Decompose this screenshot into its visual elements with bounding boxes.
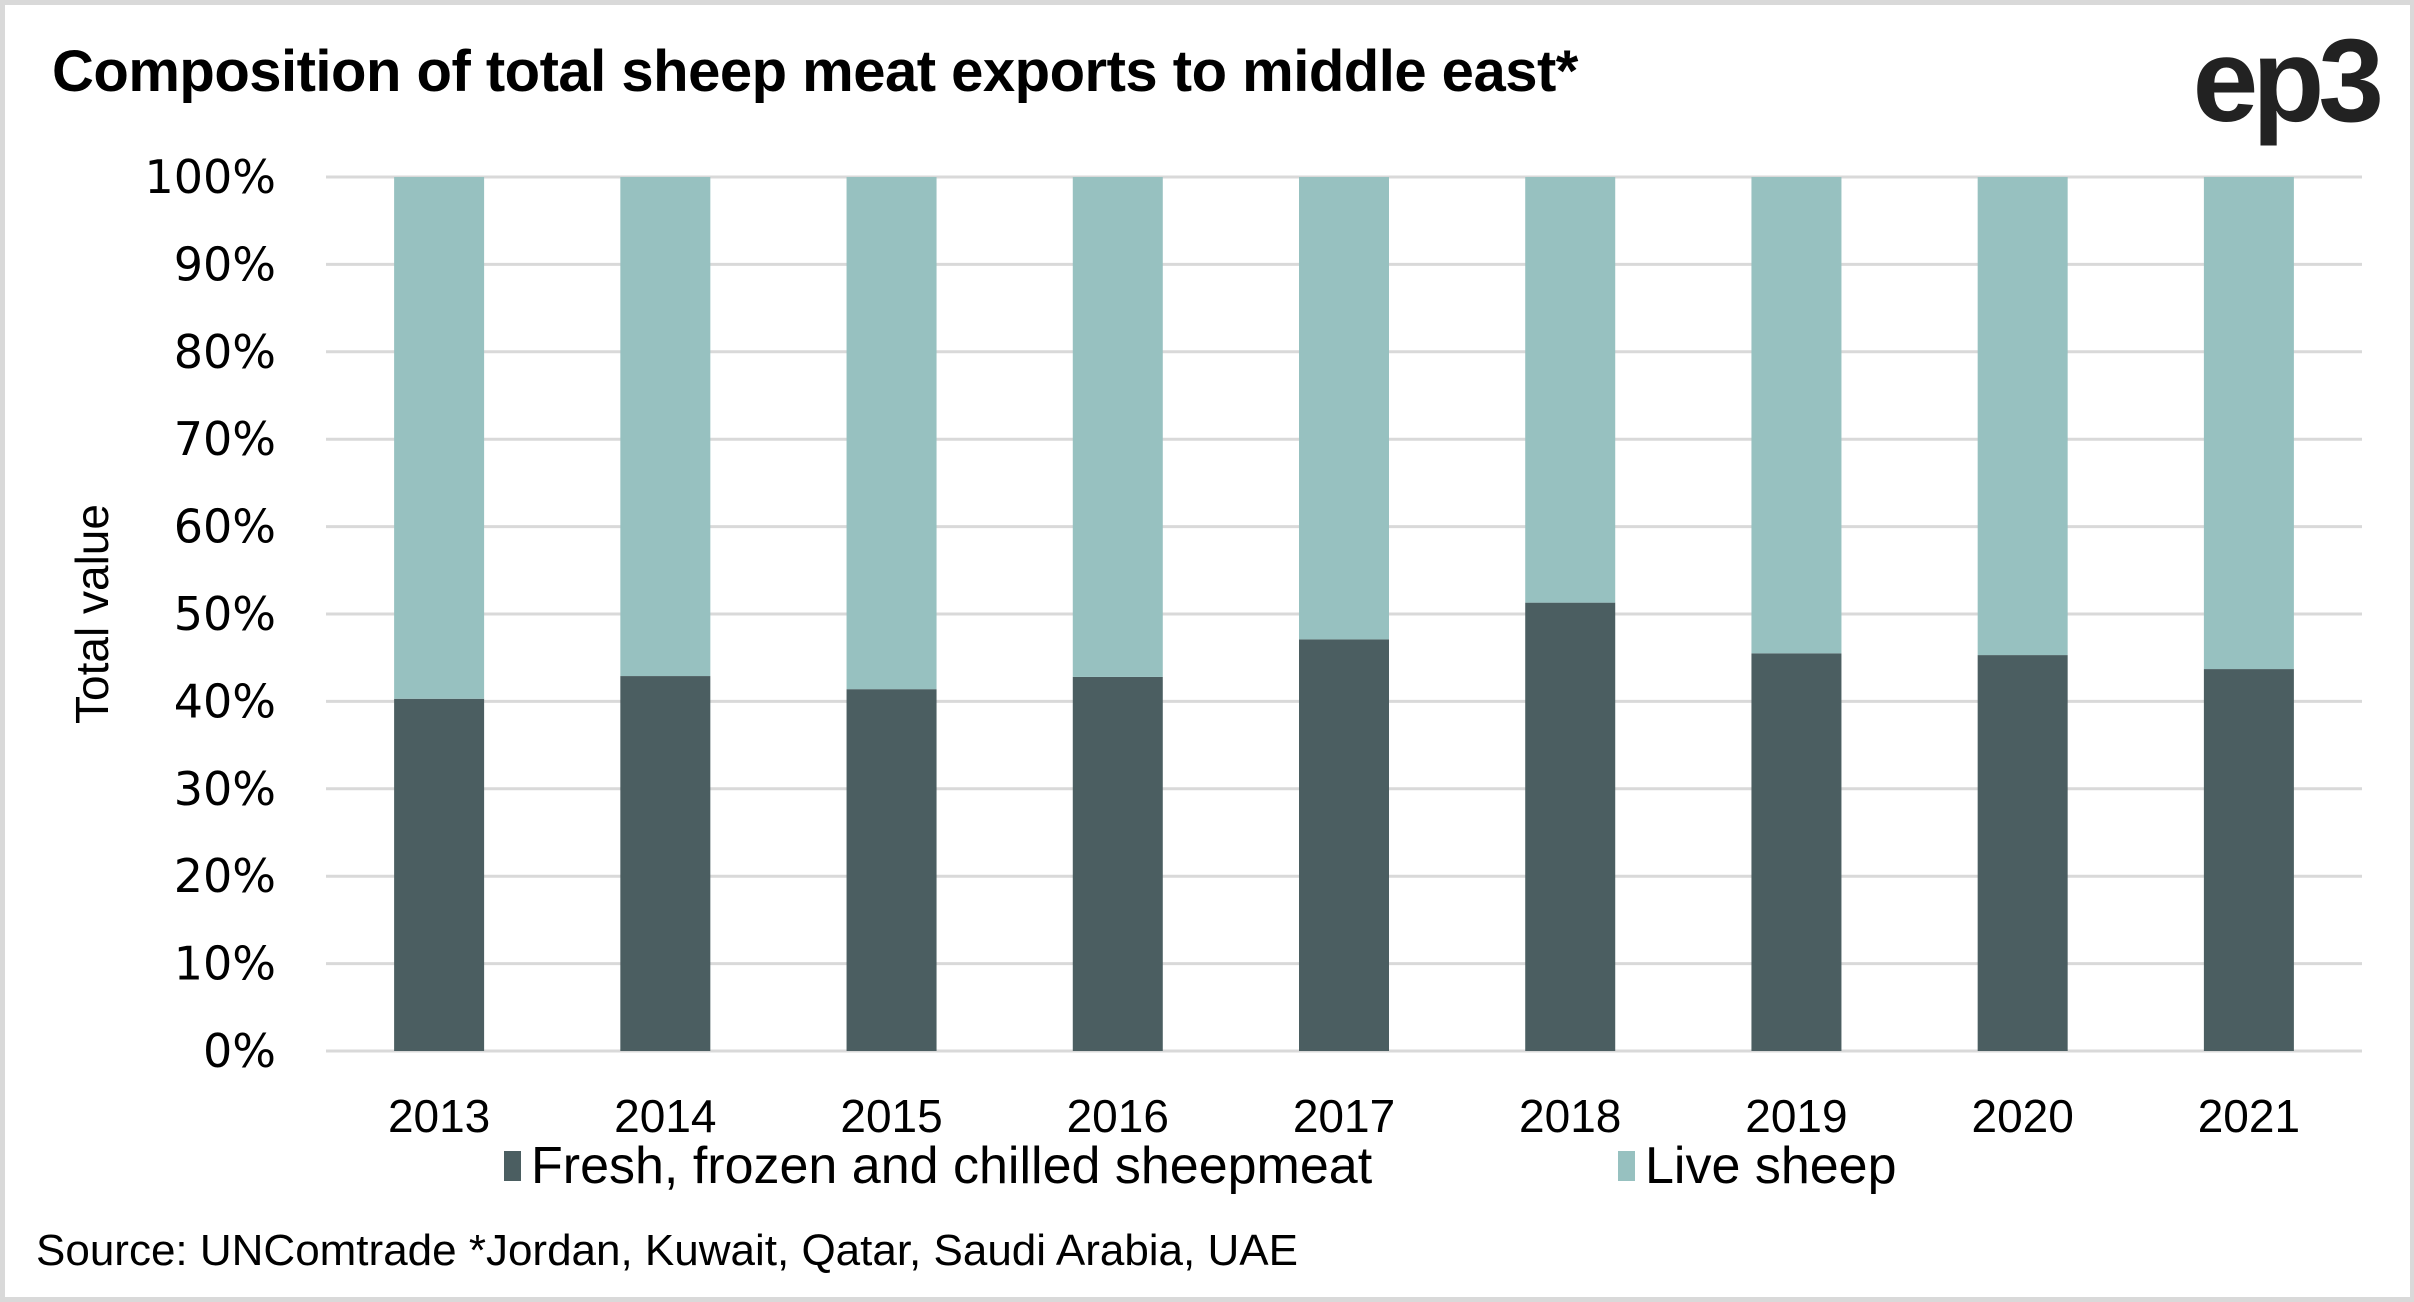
bar-live-sheep-2019	[1751, 177, 1842, 654]
bar-sheepmeat-2021	[2203, 669, 2294, 1051]
y-tick-label: 20%	[174, 849, 276, 903]
bar-sheepmeat-2016	[1072, 676, 1163, 1051]
chart-title: Composition of total sheep meat exports …	[52, 39, 1578, 104]
bar-live-sheep-2016	[1072, 177, 1163, 677]
source-note: Source: UNComtrade *Jordan, Kuwait, Qata…	[36, 1226, 1298, 1275]
y-tick-label: 90%	[174, 237, 276, 291]
y-tick-label: 10%	[174, 937, 276, 991]
y-axis-label: Total value	[66, 504, 118, 724]
bar-live-sheep-2013	[394, 177, 485, 699]
y-tick-label: 40%	[174, 674, 276, 728]
y-tick-label: 50%	[174, 587, 276, 641]
bar-live-sheep-2017	[1299, 177, 1389, 640]
y-tick-label: 70%	[174, 412, 276, 466]
y-tick-label: 80%	[174, 325, 276, 379]
x-tick-label-2015: 2015	[840, 1090, 942, 1142]
legend-item-sheepmeat: Fresh, frozen and chilled sheepmeat	[504, 1136, 1372, 1196]
bar-live-sheep-2018	[1525, 177, 1616, 603]
x-tick-label-2020: 2020	[1971, 1090, 2073, 1142]
legend-item-live-sheep: Live sheep	[1618, 1136, 1897, 1196]
x-tick-label-2021: 2021	[2198, 1090, 2300, 1142]
x-tick-label-2013: 2013	[388, 1090, 490, 1142]
bar-sheepmeat-2013	[394, 698, 485, 1051]
ep3-logo: ep3	[2192, 15, 2384, 147]
bar-live-sheep-2020	[1977, 177, 2068, 656]
legend-label-sheepmeat: Fresh, frozen and chilled sheepmeat	[531, 1137, 1373, 1195]
bar-sheepmeat-2018	[1525, 602, 1616, 1051]
y-tick-label: 100%	[144, 150, 276, 204]
x-axis-ticks: 2013 2014 2015 2016 2017 2018 2019 2020 2021	[388, 1090, 2300, 1142]
bar-live-sheep-2015	[846, 177, 937, 690]
legend: Fresh, frozen and chilled sheepmeat Live…	[0, 1136, 2414, 1196]
y-tick-label: 60%	[174, 500, 276, 554]
bar-live-sheep-2014	[620, 177, 711, 677]
bar-sheepmeat-2017	[1299, 639, 1389, 1051]
x-tick-label-2014: 2014	[614, 1090, 716, 1142]
y-axis-ticks: 0% 10% 20% 30% 40% 50% 60% 70% 80% 90% 100%	[144, 150, 276, 1078]
bar-sheepmeat-2019	[1751, 653, 1842, 1051]
x-tick-label-2017: 2017	[1293, 1090, 1395, 1142]
x-tick-label-2018: 2018	[1519, 1090, 1621, 1142]
legend-label-live-sheep: Live sheep	[1645, 1137, 1897, 1195]
bar-live-sheep-2021	[2203, 177, 2294, 670]
y-tick-label: 0%	[203, 1024, 276, 1078]
legend-swatch-live-sheep	[1618, 1151, 1635, 1181]
bar-sheepmeat-2015	[846, 689, 937, 1051]
legend-swatch-sheepmeat	[504, 1151, 521, 1181]
y-tick-label: 30%	[174, 762, 276, 816]
bar-sheepmeat-2014	[620, 676, 711, 1051]
x-tick-label-2019: 2019	[1745, 1090, 1847, 1142]
x-tick-label-2016: 2016	[1067, 1090, 1169, 1142]
bars	[394, 177, 2294, 1051]
bar-sheepmeat-2020	[1977, 655, 2068, 1051]
